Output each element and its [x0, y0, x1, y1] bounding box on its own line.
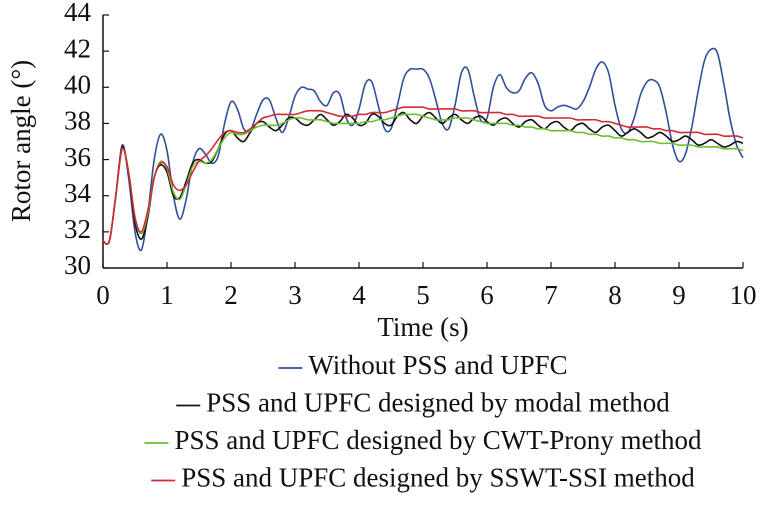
- y-tick-label: 44: [64, 0, 92, 27]
- x-tick-label: 3: [288, 280, 302, 310]
- x-tick-label: 6: [480, 280, 494, 310]
- legend-label: Without PSS and UPFC: [308, 350, 567, 380]
- y-tick-label: 42: [64, 33, 91, 63]
- series-line: [102, 47, 744, 252]
- y-tick-label: 30: [64, 250, 91, 280]
- x-tick-label: 0: [96, 280, 110, 310]
- y-axis-label: Rotor angle (°): [6, 60, 36, 222]
- series-line: [102, 113, 744, 245]
- series-line: [102, 111, 744, 245]
- x-tick-label: 8: [608, 280, 622, 310]
- x-axis-label: Time (s): [377, 312, 468, 342]
- y-tick-label: 38: [64, 106, 91, 136]
- x-tick-label: 4: [352, 280, 366, 310]
- series-line: [102, 106, 744, 245]
- legend-label: PSS and UPFC designed by modal method: [206, 388, 670, 418]
- x-tick-label: 2: [224, 280, 238, 310]
- y-tick-label: 36: [64, 142, 91, 172]
- x-tick-label: 5: [416, 280, 430, 310]
- y-tick-label: 34: [64, 178, 92, 208]
- x-tick-label: 1: [160, 280, 174, 310]
- y-tick-label: 40: [64, 69, 91, 99]
- legend-label: PSS and UPFC designed by SSWT-SSI method: [181, 463, 695, 493]
- y-tick-label: 32: [64, 214, 91, 244]
- x-tick-label: 7: [544, 280, 558, 310]
- legend-label: PSS and UPFC designed by CWT-Prony metho…: [174, 425, 702, 455]
- x-tick-label: 9: [672, 280, 686, 310]
- x-tick-label: 10: [730, 280, 757, 310]
